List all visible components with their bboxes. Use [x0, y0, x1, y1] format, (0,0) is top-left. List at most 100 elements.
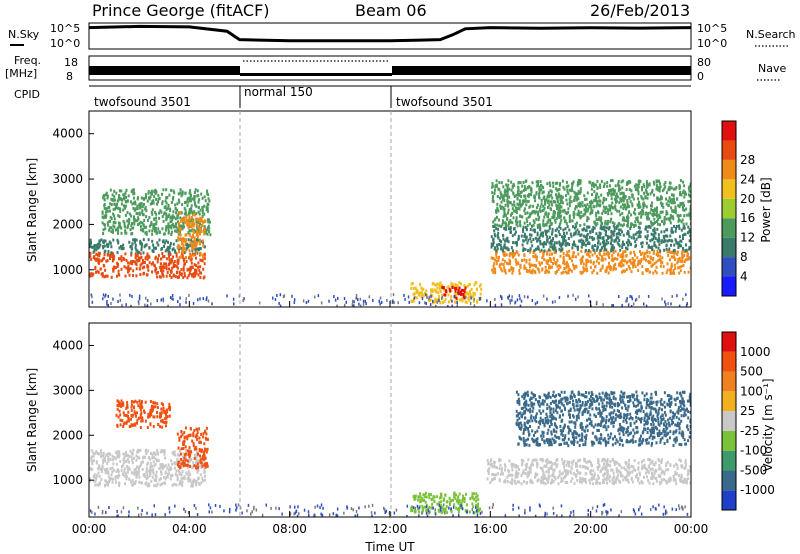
heatmap-cell — [201, 464, 204, 468]
heatmap-cell — [647, 212, 650, 215]
heatmap-cell — [168, 402, 171, 406]
heatmap-cell — [195, 458, 198, 462]
heatmap-cell — [185, 435, 188, 439]
heatmap-cell — [125, 451, 127, 454]
heatmap-cell — [200, 481, 203, 485]
heatmap-cell — [110, 275, 113, 279]
heatmap-cell — [548, 264, 551, 268]
heatmap-cell — [199, 271, 202, 275]
heatmap-cell — [201, 448, 203, 452]
heatmap-cell — [607, 193, 610, 197]
heatmap-cell — [622, 263, 625, 267]
heatmap-cell — [100, 449, 103, 453]
heatmap-cell — [558, 264, 561, 268]
heatmap-cell — [549, 200, 552, 204]
heatmap-cell — [568, 220, 571, 223]
heatmap-cell — [637, 179, 640, 183]
heatmap-cell — [162, 299, 165, 303]
heatmap-cell — [509, 227, 512, 231]
heatmap-cell — [123, 456, 126, 459]
heatmap-cell — [487, 462, 490, 466]
heatmap-cell — [167, 468, 170, 472]
heatmap-cell — [608, 204, 611, 208]
heatmap-cell — [670, 243, 672, 247]
heatmap-cell — [680, 473, 683, 477]
heatmap-cell — [378, 299, 380, 303]
heatmap-cell — [638, 200, 640, 204]
heatmap-cell — [172, 242, 175, 246]
heatmap-cell — [492, 264, 495, 268]
heatmap-cell — [184, 463, 187, 467]
heatmap-cell — [98, 251, 101, 255]
heatmap-cell — [581, 201, 584, 204]
heatmap-cell — [681, 259, 684, 263]
heatmap-cell — [628, 196, 631, 199]
heatmap-cell — [545, 269, 548, 273]
heatmap-cell — [197, 238, 200, 242]
heatmap-cell — [679, 479, 682, 482]
heatmap-cell — [204, 462, 207, 466]
heatmap-cell — [586, 252, 589, 256]
heatmap-cell — [185, 256, 187, 259]
heatmap-cell — [142, 259, 144, 263]
heatmap-cell — [627, 465, 630, 469]
heatmap-cell — [442, 301, 444, 304]
heatmap-cell — [138, 294, 141, 298]
heatmap-cell — [165, 415, 168, 418]
heatmap-cell — [145, 209, 148, 213]
heatmap-cell — [682, 208, 685, 212]
heatmap-cell — [453, 503, 456, 507]
heatmap-cell — [203, 442, 206, 446]
heatmap-cell — [569, 469, 572, 473]
heatmap-cell — [89, 245, 92, 248]
heatmap-cell — [577, 191, 580, 195]
heatmap-cell — [621, 303, 623, 307]
heatmap-cell — [196, 434, 199, 438]
heatmap-cell — [193, 429, 196, 433]
heatmap-cell — [170, 230, 173, 234]
heatmap-cell — [206, 464, 209, 468]
heatmap-cell — [526, 186, 529, 189]
heatmap-cell — [546, 252, 548, 256]
heatmap-cell — [95, 258, 98, 262]
heatmap-cell — [640, 241, 643, 245]
heatmap-cell — [145, 466, 148, 470]
heatmap-cell — [655, 477, 658, 480]
heatmap-cell — [676, 294, 678, 298]
heatmap-cell — [511, 249, 514, 253]
heatmap-cell — [497, 258, 500, 262]
heatmap-cell — [514, 206, 517, 210]
heatmap-cell — [631, 222, 634, 226]
heatmap-cell — [587, 260, 590, 264]
heatmap-cell — [178, 449, 181, 453]
heatmap-cell — [202, 267, 205, 271]
heatmap-cell — [422, 493, 425, 497]
heatmap-cell — [126, 219, 129, 223]
heatmap-cell — [274, 298, 277, 302]
heatmap-cell — [534, 302, 537, 306]
heatmap-cell — [414, 494, 417, 498]
heatmap-cell — [543, 195, 546, 199]
heatmap-cell — [559, 221, 562, 225]
heatmap-cell — [653, 212, 656, 216]
heatmap-cell — [149, 411, 152, 415]
heatmap-cell — [242, 299, 244, 302]
heatmap-cell — [588, 205, 591, 209]
heatmap-cell — [551, 252, 553, 256]
heatmap-cell — [555, 261, 558, 265]
heatmap-cell — [563, 216, 566, 220]
heatmap-cell — [197, 225, 199, 229]
heatmap-cell — [431, 282, 434, 286]
heatmap-cell — [665, 243, 668, 247]
heatmap-cell — [595, 196, 598, 200]
heatmap-cell — [573, 481, 576, 485]
heatmap-cell — [148, 457, 151, 461]
heatmap-cell — [570, 479, 573, 483]
heatmap-cell — [531, 268, 534, 272]
heatmap-cell — [145, 477, 148, 481]
heatmap-cell — [532, 251, 535, 255]
heatmap-cell — [674, 229, 677, 233]
heatmap-cell — [188, 214, 191, 218]
heatmap-cell — [155, 230, 158, 233]
heatmap-cell — [134, 467, 137, 471]
